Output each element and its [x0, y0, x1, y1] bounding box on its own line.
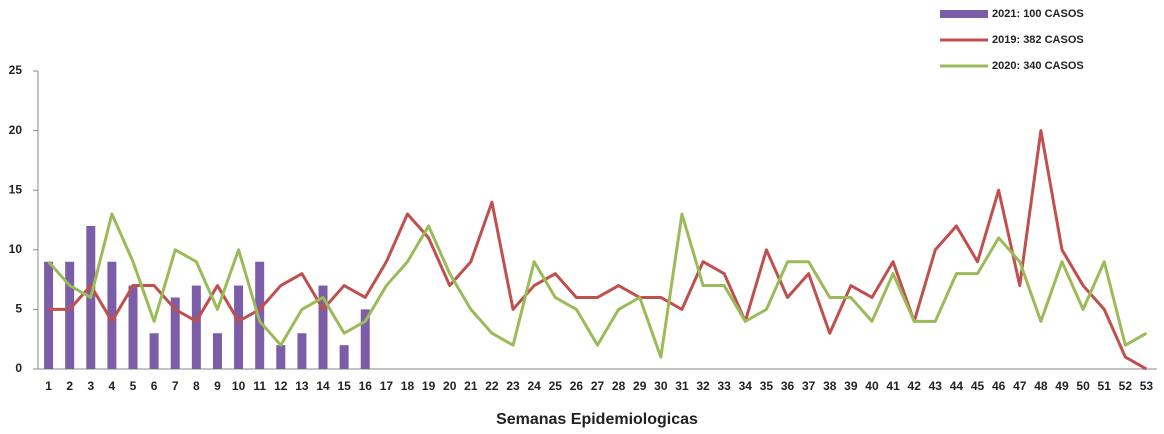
x-tick-label: 7	[172, 379, 179, 393]
x-tick-label: 44	[950, 379, 964, 393]
x-tick-label: 37	[802, 379, 816, 393]
x-tick-label: 28	[612, 379, 626, 393]
x-tick-label: 49	[1055, 379, 1069, 393]
x-tick-label: 47	[1013, 379, 1027, 393]
bar	[339, 345, 349, 369]
x-tick-label: 4	[109, 379, 116, 393]
x-tick-label: 45	[971, 379, 985, 393]
x-tick-label: 16	[359, 379, 373, 393]
x-tick-label: 25	[549, 379, 563, 393]
bar	[318, 285, 328, 369]
x-tick-label: 1	[45, 379, 52, 393]
x-tick-label: 27	[591, 379, 605, 393]
x-tick-label: 8	[193, 379, 200, 393]
bar	[149, 333, 159, 369]
x-tick-label: 9	[214, 379, 221, 393]
y-tick-label: 10	[9, 242, 23, 256]
x-tick-label: 41	[886, 379, 900, 393]
x-tick-label: 15	[337, 379, 351, 393]
bar	[128, 285, 138, 369]
bar	[234, 285, 244, 369]
x-tick-label: 32	[696, 379, 710, 393]
x-tick-label: 6	[151, 379, 158, 393]
x-tick-label: 10	[232, 379, 246, 393]
x-tick-label: 21	[464, 379, 478, 393]
x-tick-label: 48	[1034, 379, 1048, 393]
x-tick-label: 2	[66, 379, 73, 393]
x-tick-label: 33	[717, 379, 731, 393]
x-axis-title: Semanas Epidemiologicas	[496, 411, 698, 428]
y-tick-label: 0	[15, 361, 22, 375]
x-tick-label: 11	[253, 379, 266, 393]
bar	[276, 345, 286, 369]
x-tick-label: 19	[422, 379, 436, 393]
x-tick-label: 46	[992, 379, 1006, 393]
bar	[65, 261, 75, 369]
y-tick-label: 5	[15, 302, 22, 316]
bar	[44, 261, 54, 369]
bar	[107, 261, 117, 369]
x-tick-label: 14	[316, 379, 330, 393]
bar	[191, 285, 201, 369]
x-tick-label: 29	[633, 379, 647, 393]
x-tick-label: 50	[1076, 379, 1090, 393]
x-tick-label: 40	[865, 379, 879, 393]
y-tick-label: 25	[9, 63, 23, 77]
bar	[255, 261, 265, 369]
line	[48, 129, 1148, 371]
x-tick-label: 43	[929, 379, 943, 393]
x-tick-label: 23	[506, 379, 520, 393]
line	[47, 212, 1148, 359]
bar	[170, 297, 180, 369]
x-tick-label: 24	[527, 379, 541, 393]
x-tick-label: 31	[675, 379, 689, 393]
x-tick-label: 30	[654, 379, 668, 393]
x-tick-label: 39	[844, 379, 858, 393]
y-tick-label: 20	[9, 123, 23, 137]
x-tick-label: 17	[380, 379, 394, 393]
x-tick-label: 42	[908, 379, 922, 393]
legend-label: 2021: 100 CASOS	[992, 8, 1084, 20]
bar	[297, 333, 307, 369]
bar	[360, 309, 370, 369]
x-tick-label: 36	[781, 379, 795, 393]
x-tick-label: 22	[485, 379, 499, 393]
bar	[212, 333, 222, 369]
x-tick-label: 52	[1119, 379, 1133, 393]
legend-label: 2020: 340 CASOS	[992, 60, 1084, 72]
x-tick-label: 51	[1098, 379, 1112, 393]
x-tick-label: 13	[295, 379, 309, 393]
x-tick-label: 38	[823, 379, 837, 393]
x-tick-label: 35	[760, 379, 774, 393]
x-tick-label: 20	[443, 379, 457, 393]
x-tick-label: 3	[87, 379, 94, 393]
x-tick-label: 12	[274, 379, 288, 393]
x-tick-label: 53	[1140, 379, 1154, 393]
y-tick-label: 15	[9, 182, 23, 196]
x-tick-label: 34	[739, 379, 753, 393]
legend-label: 2019: 382 CASOS	[992, 34, 1084, 46]
x-tick-label: 5	[130, 379, 137, 393]
legend-swatch	[940, 10, 988, 18]
x-tick-label: 26	[570, 379, 584, 393]
x-tick-label: 18	[401, 379, 415, 393]
